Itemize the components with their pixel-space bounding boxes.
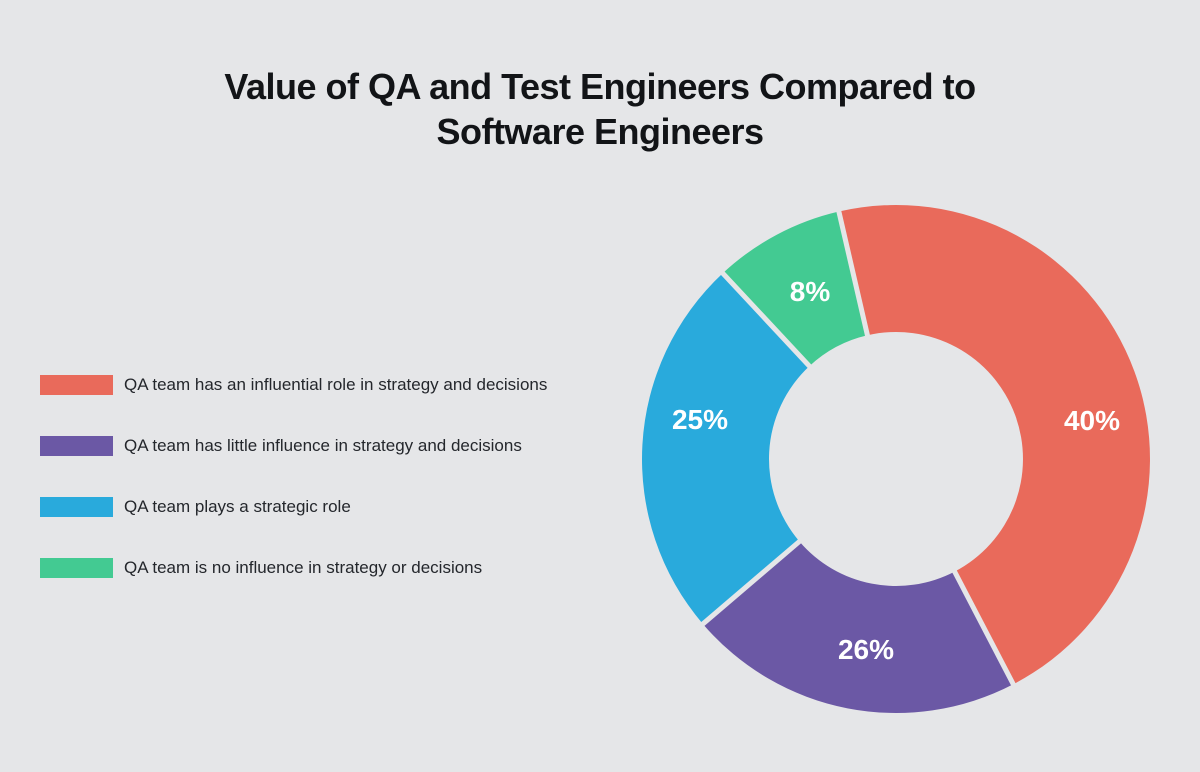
donut-segment-3 — [642, 273, 810, 624]
chart-title-line2: Software Engineers — [436, 111, 764, 152]
segment-percent-label: 40% — [1064, 405, 1120, 436]
legend-swatch — [40, 558, 113, 578]
legend-item-little-influence: QA team has little influence in strategy… — [40, 436, 547, 456]
segment-separator — [950, 566, 1018, 690]
legend-swatch — [40, 436, 113, 456]
segment-percent-label: 8% — [790, 276, 831, 307]
legend-swatch — [40, 497, 113, 517]
legend-label: QA team has an influential role in strat… — [124, 375, 548, 394]
segment-separator — [835, 207, 871, 340]
chart-title: Value of QA and Test Engineers Compared … — [0, 64, 1200, 154]
segment-separator — [718, 268, 814, 371]
legend-label: QA team plays a strategic role — [124, 497, 351, 516]
donut-segment-2 — [702, 541, 1014, 713]
legend-label: QA team is no influence in strategy or d… — [124, 558, 483, 577]
segment-separator — [698, 536, 805, 629]
chart-title-line1: Value of QA and Test Engineers Compared … — [224, 66, 976, 107]
legend-swatch — [40, 375, 113, 395]
segment-percent-label: 26% — [838, 634, 894, 665]
legend-item-no-influence: QA team is no influence in strategy or d… — [40, 558, 547, 578]
legend: QA team has an influential role in strat… — [40, 375, 547, 578]
legend-item-influential-role: QA team has an influential role in strat… — [40, 375, 547, 395]
segment-percent-label: 25% — [672, 404, 728, 435]
donut-segment-1 — [838, 205, 1150, 685]
donut-segment-4 — [722, 211, 868, 367]
legend-label: QA team has little influence in strategy… — [124, 436, 522, 455]
legend-item-strategic-role: QA team plays a strategic role — [40, 497, 547, 517]
